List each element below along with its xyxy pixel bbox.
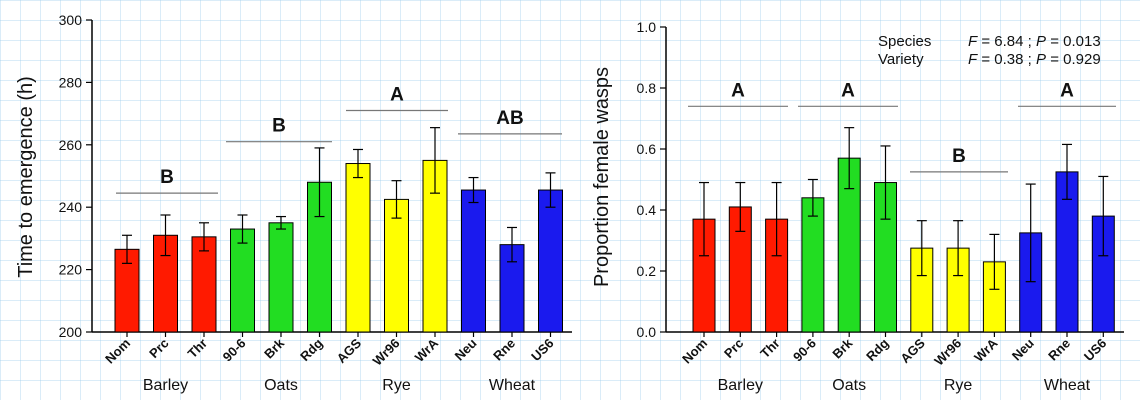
group-label: Oats [264, 377, 298, 394]
y-tick-label: 300 [59, 12, 83, 28]
stats-species-f-label: F [968, 33, 978, 50]
category-label: Nom [102, 336, 133, 367]
significance-letter: A [841, 80, 855, 101]
stats-species-p-label: P [1036, 33, 1046, 50]
group-label: Oats [832, 377, 866, 394]
category-label: Neu [452, 335, 480, 363]
category-label: Rne [490, 336, 518, 364]
significance-letter: B [952, 146, 966, 167]
group-label: Barley [143, 377, 188, 394]
stats-box: Species Variety F = 6.84 ; P = 0.013 F =… [878, 33, 1101, 68]
stats-variety-f-label: F [968, 51, 978, 68]
y-tick-label: 280 [59, 74, 83, 90]
category-label: Brk [261, 335, 287, 361]
category-label: Prc [146, 336, 171, 361]
bar [191, 236, 217, 333]
left-y-axis-label: Time to emergence (h) [15, 76, 37, 278]
stats-species-values: F = 6.84 ; P = 0.013 [968, 33, 1101, 50]
stats-variety-f: 0.38 [994, 51, 1023, 68]
significance-letter: A [390, 84, 404, 105]
category-label: Rdg [863, 335, 892, 364]
left-chart-emergence: Time to emergence (h) 200 220 240 260 280 300… [15, 12, 572, 394]
significance-letter: A [1060, 80, 1074, 101]
category-label: AGS [334, 335, 365, 366]
bar [538, 189, 563, 333]
y-tick-label: 0.8 [637, 80, 657, 96]
category-label: AGS [897, 335, 928, 366]
y-tick-label: 240 [59, 199, 83, 215]
right-chart-female-proportion: Proportion female wasps Species Variety … [591, 19, 1124, 394]
category-label: WrA [412, 335, 442, 365]
category-label: 90-6 [790, 336, 819, 365]
category-label: Nom [679, 336, 710, 367]
significance-letter: B [272, 116, 286, 137]
significance-letter: AB [496, 108, 523, 129]
category-label: Thr [185, 336, 210, 361]
bar [268, 222, 294, 333]
bar [345, 163, 371, 333]
stats-variety-values: F = 0.38 ; P = 0.929 [968, 51, 1101, 68]
stats-variety-name: Variety [878, 51, 924, 68]
y-tick-label: 0.4 [637, 202, 657, 218]
y-tick-label: 0.6 [637, 141, 657, 157]
bar [230, 228, 255, 333]
group-label: Wheat [1044, 377, 1091, 394]
stats-species-p: 0.013 [1063, 33, 1101, 50]
category-label: WrA [971, 335, 1001, 365]
category-label: Wr96 [370, 336, 403, 369]
y-tick-label: 1.0 [637, 19, 657, 35]
right-y-axis-label: Proportion female wasps [591, 67, 613, 287]
significance-letter: B [160, 167, 174, 188]
group-label: Barley [718, 377, 763, 394]
stats-variety-p-label: P [1036, 51, 1046, 68]
group-label: Rye [382, 377, 411, 394]
bar [801, 197, 825, 333]
category-label: Neu [1009, 335, 1037, 363]
category-label: Prc [721, 336, 746, 361]
category-label: US6 [528, 336, 556, 364]
group-label: Wheat [489, 377, 536, 394]
category-label: Thr [757, 336, 782, 361]
category-label: Rne [1045, 336, 1073, 364]
category-label: Brk [829, 335, 855, 361]
category-label: Rdg [297, 335, 326, 364]
y-tick-label: 200 [59, 324, 83, 340]
category-label: Wr96 [931, 336, 964, 369]
y-tick-label: 0.0 [637, 324, 657, 340]
stats-species-name: Species [878, 33, 931, 50]
group-label: Rye [944, 377, 973, 394]
category-label: 90-6 [220, 336, 249, 365]
y-tick-label: 220 [59, 262, 83, 278]
bar [384, 198, 409, 333]
bar [461, 189, 486, 333]
stats-variety-p: 0.929 [1063, 51, 1101, 68]
significance-letter: A [731, 80, 745, 101]
stats-species-f: 6.84 [994, 33, 1023, 50]
category-label: US6 [1081, 336, 1109, 364]
y-tick-label: 260 [59, 137, 83, 153]
y-tick-label: 0.2 [637, 263, 657, 279]
